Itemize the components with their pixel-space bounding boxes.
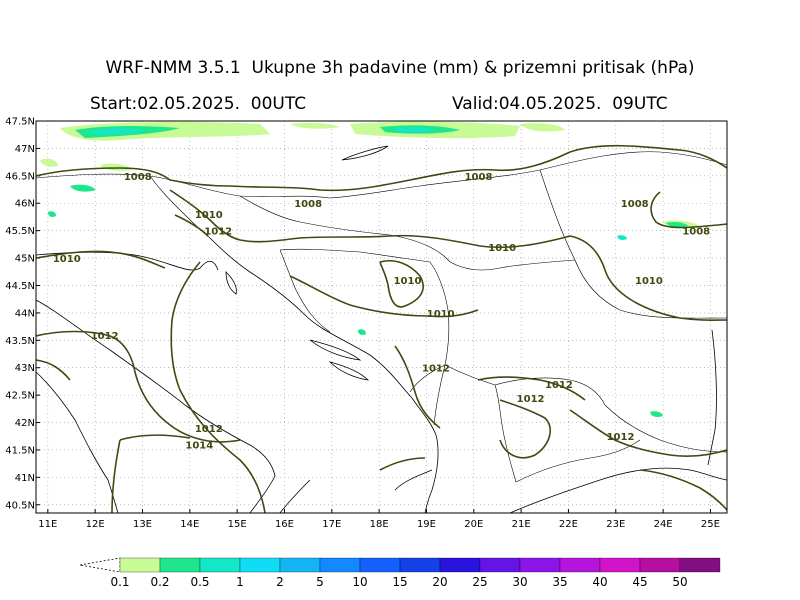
- colorbar-label: 35: [552, 575, 567, 589]
- lat-tick-label: 44.5N: [5, 281, 35, 292]
- isobar-labels: 1008 1008 1008 1008 1008 1010 1012 1010 1010 1010…: [53, 172, 710, 452]
- lat-tick-label: 46.5N: [5, 171, 35, 182]
- colorbar-cell: [639, 557, 681, 573]
- lon-tick-label: 23E: [606, 519, 625, 530]
- colorbar-cell: [559, 557, 601, 573]
- colorbar-high-arrow: [680, 558, 720, 572]
- lat-lon-grid: [36, 120, 727, 513]
- lon-tick-label: 20E: [464, 519, 483, 530]
- lon-tick-label: 22E: [559, 519, 578, 530]
- lat-tick-label: 46N: [15, 199, 35, 210]
- colorbar-label: 30: [512, 575, 527, 589]
- lat-tick-label: 47N: [15, 144, 35, 155]
- isobar-label: 1010: [635, 276, 663, 287]
- colorbar-cell: [439, 557, 481, 573]
- colorbar-cell: [519, 557, 561, 573]
- colorbar-label: 0.1: [110, 575, 129, 589]
- isobar-label: 1012: [607, 432, 635, 443]
- isobar-label: 1012: [422, 364, 450, 375]
- lon-tick-label: 12E: [86, 519, 105, 530]
- isobar-label: 1010: [488, 243, 516, 254]
- isobar-label: 1008: [682, 227, 710, 238]
- isobar-label: 1010: [394, 276, 422, 287]
- lat-tick-label: 44N: [15, 308, 35, 319]
- lat-tick-label: 41N: [15, 473, 35, 484]
- precipitation-colorbar: 0.1 0.2 0.5 1 2 5 10 15 20 25 30 35 40 45 50: [79, 557, 721, 589]
- valid-time: Valid:04.05.2025. 09UTC: [452, 94, 668, 114]
- lon-tick-label: 13E: [133, 519, 152, 530]
- isobar-label: 1008: [465, 172, 493, 183]
- colorbar-cell: [159, 557, 201, 573]
- lon-tick-label: 18E: [370, 519, 389, 530]
- lon-tick-label: 14E: [180, 519, 199, 530]
- isobar-label: 1010: [195, 210, 223, 221]
- colorbar-label: 10: [352, 575, 367, 589]
- colorbar-label: 50: [672, 575, 687, 589]
- colorbar-label: 0.5: [190, 575, 209, 589]
- colorbar-label: 1: [236, 575, 244, 589]
- colorbar-cell: [399, 557, 441, 573]
- lon-tick-label: 25E: [701, 519, 720, 530]
- colorbar-label: 20: [432, 575, 447, 589]
- isobar-label: 1008: [294, 199, 322, 210]
- isobar-label: 1012: [91, 331, 119, 342]
- lon-tick-label: 24E: [654, 519, 673, 530]
- colorbar-label: 2: [276, 575, 284, 589]
- colorbar-cell: [119, 557, 161, 573]
- colorbar-label: 45: [632, 575, 647, 589]
- lat-tick-label: 42N: [15, 418, 35, 429]
- isobar-label: 1012: [195, 424, 223, 435]
- latitude-labels: 47.5N 47N 46.5N 46N 45.5N 45N 44.5N 44N 43.5N 43N…: [5, 117, 35, 512]
- isobar-label: 1010: [53, 254, 81, 265]
- lat-tick-label: 47.5N: [5, 117, 35, 128]
- lat-tick-label: 43N: [15, 363, 35, 374]
- lon-tick-label: 19E: [417, 519, 436, 530]
- lon-tick-label: 16E: [275, 519, 294, 530]
- colorbar-cell: [479, 557, 521, 573]
- colorbar-low-arrow: [79, 557, 121, 573]
- colorbar-label: 40: [592, 575, 607, 589]
- isobars: [36, 144, 727, 513]
- lon-tick-label: 15E: [228, 519, 247, 530]
- isobar-label: 1010: [427, 309, 455, 320]
- isobar-label: 1008: [621, 199, 649, 210]
- lon-tick-label: 17E: [322, 519, 341, 530]
- start-time: Start:02.05.2025. 00UTC: [90, 94, 307, 114]
- isobar-label: 1014: [185, 440, 213, 451]
- isobar-label: 1008: [124, 172, 152, 183]
- lon-tick-label: 11E: [38, 519, 57, 530]
- colorbar-label: 5: [316, 575, 324, 589]
- colorbar-label: 25: [472, 575, 487, 589]
- lat-tick-label: 43.5N: [5, 336, 35, 347]
- isobar-label: 1012: [204, 227, 232, 238]
- lat-tick-label: 40.5N: [5, 500, 35, 511]
- lat-tick-label: 45.5N: [5, 226, 35, 237]
- colorbar-cell: [599, 557, 641, 573]
- lat-tick-label: 41.5N: [5, 445, 35, 456]
- colorbar-cell: [279, 557, 321, 573]
- precipitation-areas: [40, 121, 700, 417]
- map-frame: [35, 120, 728, 514]
- lat-tick-label: 45N: [15, 254, 35, 265]
- isobar-label: 1012: [517, 394, 545, 405]
- lon-tick-label: 21E: [512, 519, 531, 530]
- colorbar-cell: [319, 557, 361, 573]
- colorbar-cell: [199, 557, 241, 573]
- colorbar-label: 15: [392, 575, 407, 589]
- chart-title: WRF-NMM 3.5.1 Ukupne 3h padavine (mm) & …: [105, 58, 695, 78]
- isobar-label: 1012: [545, 380, 573, 391]
- lat-tick-label: 42.5N: [5, 391, 35, 402]
- longitude-labels: 11E 12E 13E 14E 15E 16E 17E 18E 19E 20E 21E 22E 23E 2…: [38, 519, 720, 530]
- colorbar-cell: [239, 557, 281, 573]
- colorbar-cell: [359, 557, 401, 573]
- colorbar-label: 0.2: [150, 575, 169, 589]
